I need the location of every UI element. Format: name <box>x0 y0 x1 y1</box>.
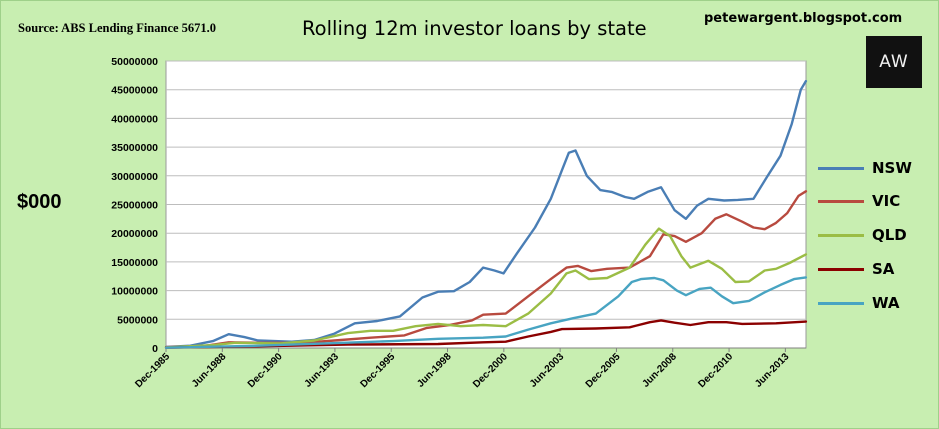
x-tick-label: Jun-2008 <box>640 351 679 390</box>
legend-swatch <box>818 166 864 170</box>
series-line-qld <box>164 227 808 349</box>
legend-swatch <box>818 199 864 203</box>
legend-label: SA <box>872 260 895 278</box>
y-tick-label: 15000000 <box>111 257 158 269</box>
series-line-wa <box>164 276 808 349</box>
series-line-vic <box>164 190 808 349</box>
x-tick-label: Dec-1990 <box>246 351 285 390</box>
logo-text: AW <box>879 52 909 72</box>
legend-label: NSW <box>872 159 912 177</box>
x-tick-label: Dec-1985 <box>133 351 172 390</box>
y-tick-label: 45000000 <box>111 85 158 97</box>
y-tick-label: 25000000 <box>111 200 158 212</box>
y-axis-unit-label: $000 <box>17 191 62 213</box>
legend-label: VIC <box>872 192 901 210</box>
legend-item-sa: SA <box>818 258 928 280</box>
x-tick-label: Dec-2000 <box>471 351 510 390</box>
aw-logo: AW <box>866 36 922 88</box>
legend-item-nsw: NSW <box>818 157 928 179</box>
y-tick-label: 40000000 <box>111 113 158 125</box>
y-tick-label: 20000000 <box>111 228 158 240</box>
blog-url: petewargent.blogspot.com <box>704 11 903 26</box>
y-tick-label: 5000000 <box>117 314 158 326</box>
series-line-sa <box>164 319 808 349</box>
x-tick-label: Dec-2005 <box>584 351 623 390</box>
legend-item-vic: VIC <box>818 190 928 212</box>
y-tick-label: 30000000 <box>111 171 158 183</box>
legend-label: WA <box>872 294 900 312</box>
legend-label: QLD <box>872 226 907 244</box>
x-tick-label: Jun-1988 <box>190 351 229 390</box>
legend-item-wa: WA <box>818 292 928 314</box>
chart-title: Rolling 12m investor loans by state <box>302 17 647 40</box>
x-tick-label: Dec-1995 <box>359 351 398 390</box>
x-tick-label: Jun-1993 <box>303 351 342 390</box>
x-tick-label: Dec-2010 <box>696 351 735 390</box>
x-tick-label: Jun-2013 <box>753 351 792 390</box>
y-tick-label: 50000000 <box>111 56 158 68</box>
y-tick-label: 10000000 <box>111 286 158 298</box>
legend-item-qld: QLD <box>818 224 928 246</box>
legend-swatch <box>818 267 864 271</box>
y-tick-label: 0 <box>152 343 158 355</box>
y-tick-label: 35000000 <box>111 142 158 154</box>
legend-swatch <box>818 301 864 305</box>
series-lines <box>164 79 808 349</box>
x-tick-label: Jun-2003 <box>528 351 567 390</box>
x-tick-label: Jun-1998 <box>415 351 454 390</box>
legend-swatch <box>818 233 864 237</box>
source-note: Source: ABS Lending Finance 5671.0 <box>18 21 217 35</box>
